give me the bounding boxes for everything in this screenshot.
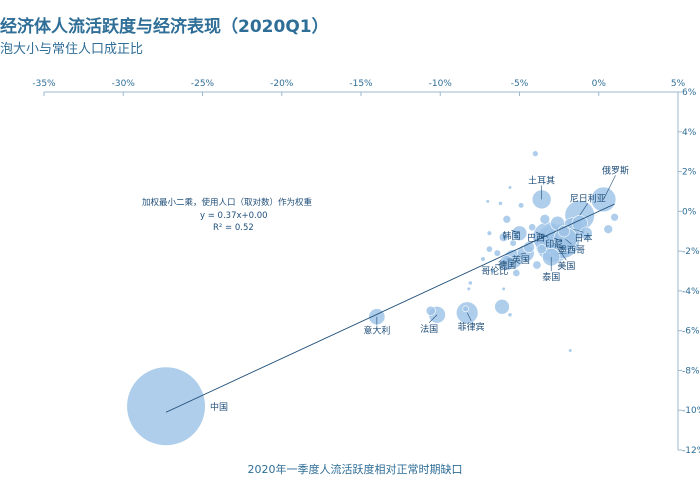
bubble-label-菲律宾: 菲律宾 (458, 321, 485, 333)
label-leader (520, 252, 526, 255)
bubble-label-印尼: 印尼 (545, 238, 563, 250)
bubbles-layer (126, 150, 619, 446)
bubble-label-中国: 中国 (210, 401, 228, 413)
bubble (466, 286, 471, 292)
bubble (494, 299, 510, 315)
label-leader (511, 229, 520, 234)
bubble (568, 348, 573, 353)
label-leader (554, 237, 563, 242)
x-tick-label: -25% (191, 79, 215, 89)
trend-line (165, 203, 615, 413)
bubble (490, 268, 495, 274)
bubble (536, 244, 547, 255)
bubble (498, 200, 503, 206)
y-tick-label: -2% (682, 247, 700, 257)
bubble (493, 249, 501, 257)
bubble-label-墨西哥: 墨西哥 (558, 245, 585, 256)
bubble (425, 305, 436, 316)
chart-subtitle: 泡大小与常住人口成正比 (0, 42, 144, 57)
label-leader (535, 231, 549, 238)
regression-annotation: 加权最小二乘，使用人口（取对数）作为权重 y = 0.37x+0.00 R² = 0… (142, 197, 313, 233)
x-tick-label: -30% (112, 79, 136, 89)
bubble (509, 239, 517, 247)
bubble (528, 223, 537, 232)
bubble (498, 232, 509, 242)
annotation-line: 加权最小二乘，使用人口（取对数）作为权重 (142, 197, 313, 208)
label-leader (579, 203, 588, 216)
y-tick-label: 6% (682, 88, 697, 98)
bubble (518, 202, 525, 209)
bubble (603, 224, 614, 234)
bubble-label-土耳其: 土耳其 (528, 174, 555, 186)
bubble (557, 225, 570, 238)
bubble-label-美国: 美国 (557, 260, 575, 272)
bubble (579, 226, 593, 240)
bubble (507, 185, 513, 190)
bubble (480, 256, 486, 262)
label-leader (603, 175, 616, 200)
bubble-label-俄罗斯: 俄罗斯 (602, 164, 629, 176)
y-tick-label: -10% (682, 406, 700, 416)
x-tick-label: -5% (511, 79, 529, 89)
bubble (467, 280, 473, 286)
bubble-label-韩国: 韩国 (502, 230, 520, 242)
y-tick-label: -6% (682, 327, 700, 337)
bubble (462, 305, 469, 313)
y-tick-label: -4% (682, 287, 700, 297)
x-axis-label: 2020年一季度人流活跃度相对正常时期缺口 (248, 462, 463, 476)
label-leader (494, 262, 507, 266)
bubble-label-泰国: 泰国 (542, 271, 560, 283)
bubble-label-尼日利亚: 尼日利亚 (570, 192, 606, 204)
bubble-label-哥伦比: 哥伦比 (481, 265, 508, 277)
y-tick-label: -8% (682, 366, 700, 376)
y-tick-label: 4% (682, 128, 697, 138)
bubble (501, 286, 506, 292)
label-leader (573, 228, 584, 233)
bubble (610, 213, 619, 222)
y-tick-label: 2% (682, 168, 697, 178)
x-tick-label: 5% (671, 79, 686, 89)
bubble (502, 215, 512, 224)
x-tick-label: -15% (349, 79, 373, 89)
x-tick-label: -35% (32, 79, 56, 89)
label-leader (565, 238, 572, 245)
label-leader (428, 314, 438, 323)
axes-layer: -35% -30% -25% -20% -15% -10% -5% 0% 5%6% 4% 2% 0% -… (32, 79, 700, 456)
bubble-label-巴西: 巴西 (527, 233, 545, 244)
bubble (507, 312, 513, 318)
chart-title: 经济体人流活跃度与经济表现（2020Q1） (0, 17, 329, 37)
y-tick-label: -12% (682, 446, 700, 456)
x-tick-label: -10% (429, 79, 453, 89)
annotation-line: R² = 0.52 (213, 223, 254, 233)
bubble (532, 260, 542, 270)
bubble (539, 214, 551, 225)
label-leader (554, 242, 567, 261)
bubble-label-日本: 日本 (574, 232, 592, 244)
bubble (523, 241, 535, 253)
annotation-line: y = 0.37x+0.00 (200, 211, 268, 221)
bubble-label-德国: 德国 (498, 259, 516, 271)
bubble (486, 230, 493, 236)
bubble (532, 150, 539, 157)
x-tick-label: -20% (270, 79, 294, 89)
bubble-中国 (126, 366, 206, 446)
bubble (485, 199, 490, 204)
bubble (485, 245, 493, 253)
bubble-label-法国: 法国 (420, 323, 438, 335)
label-leader (466, 312, 472, 321)
bubble-label-英国: 英国 (512, 254, 530, 266)
x-tick-label: 0% (592, 79, 607, 89)
y-tick-label: 0% (682, 207, 697, 217)
bubble (512, 269, 521, 277)
bubble-label-意大利: 意大利 (363, 325, 390, 337)
